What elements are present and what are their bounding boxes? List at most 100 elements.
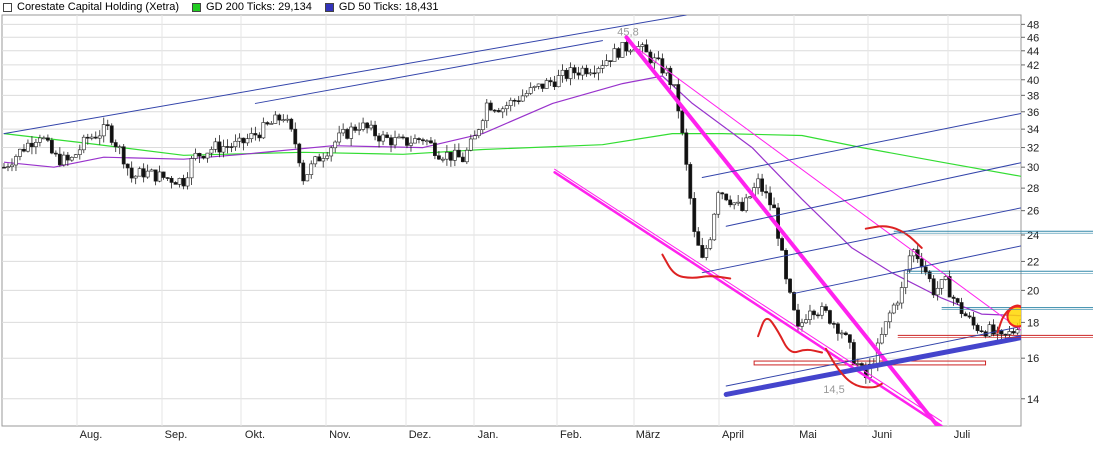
candle-body (365, 122, 369, 129)
candle-body (357, 129, 362, 131)
candle-body (2, 166, 6, 169)
legend-item-gd200: GD 200 Ticks: 29,134 (189, 1, 312, 13)
candle-body (189, 158, 194, 179)
candle-body (720, 192, 725, 195)
candle-body (804, 319, 808, 324)
trend-line (793, 245, 1021, 294)
candle-body (560, 69, 565, 76)
candle-body (508, 99, 513, 106)
candle-body (692, 198, 697, 232)
candle-body (257, 134, 262, 139)
candle-body (389, 137, 393, 146)
candle-body (409, 142, 413, 146)
candle-body (161, 171, 166, 178)
y-tick-label: 20 (1027, 285, 1039, 297)
x-tick-label: Mai (799, 429, 817, 441)
candle-body (69, 157, 74, 161)
candle-body (564, 69, 569, 79)
candle-body (285, 118, 290, 121)
annotation-arc (824, 347, 883, 389)
candle-body (153, 169, 158, 182)
candle-body (329, 147, 334, 157)
candle-body (141, 168, 146, 178)
candle-body (317, 156, 322, 162)
candle-body (512, 99, 517, 102)
annotation-arc (757, 317, 823, 354)
candle-body (353, 126, 358, 131)
y-tick-label: 30 (1027, 162, 1039, 174)
candle-body (197, 152, 202, 157)
candle-body (341, 129, 346, 134)
y-tick-label: 42 (1027, 60, 1039, 72)
candle-body (540, 83, 545, 89)
candle-body (520, 95, 525, 102)
candle-body (935, 287, 940, 296)
candle-body (289, 118, 294, 130)
candle-body (448, 151, 453, 161)
candle-body (269, 123, 274, 125)
candle-body (572, 67, 577, 74)
candle-body (472, 135, 477, 140)
candle-body (181, 178, 186, 187)
candle-body (620, 42, 625, 58)
x-tick-label: Okt. (245, 429, 265, 441)
candle-body (939, 279, 944, 289)
candle-body (768, 192, 772, 206)
candle-body (361, 122, 366, 130)
candle-body (891, 304, 896, 314)
candle-body (812, 310, 816, 316)
candle-body (221, 146, 226, 153)
candle-body (808, 310, 812, 320)
candle-body (213, 141, 218, 150)
candle-body (931, 278, 936, 296)
candle-body (45, 137, 50, 141)
plot-frame (1, 14, 1022, 427)
candle-body (277, 114, 282, 121)
candle-body (464, 149, 469, 163)
candle-body (337, 132, 342, 143)
candle-body (237, 137, 242, 142)
candle-body (500, 108, 505, 113)
candle-body (41, 137, 46, 140)
candle-body (724, 193, 729, 201)
candle-body (429, 140, 433, 144)
legend-swatch-gd200 (192, 2, 202, 12)
candle-body (385, 134, 389, 138)
candle-body (101, 124, 106, 137)
annotation-arcs (661, 225, 1021, 389)
candle-body (979, 330, 984, 333)
candle-body (548, 80, 553, 83)
candle-body (281, 119, 286, 121)
candle-body (145, 170, 150, 178)
candle-body (297, 143, 302, 164)
candle-body (273, 114, 278, 124)
candle-body (859, 363, 864, 366)
candle-body (544, 80, 549, 89)
x-tick-label: Feb. (560, 429, 582, 441)
candle-body (843, 332, 848, 335)
candle-body (780, 238, 784, 251)
candle-body (381, 134, 385, 142)
candle-body (919, 258, 924, 268)
candle-body (612, 48, 617, 62)
candle-body (496, 110, 501, 113)
candle-body (405, 137, 409, 146)
plot-area (2, 15, 1021, 426)
candle-body (704, 248, 709, 258)
y-tick-label: 38 (1027, 90, 1039, 102)
x-tick-label: März (636, 429, 660, 441)
candle-body (440, 158, 445, 161)
candle-body (640, 44, 645, 47)
candle-body (740, 201, 745, 211)
candle-body (688, 164, 693, 199)
candle-body (484, 102, 489, 122)
candle-body (61, 154, 66, 166)
chart-legend: Corestate Capital Holding (Xetra) GD 200… (0, 0, 448, 14)
candle-body (433, 142, 437, 156)
legend-item-gd50: GD 50 Ticks: 18,431 (322, 1, 438, 13)
candle-body (137, 168, 142, 177)
candle-body (1011, 331, 1016, 334)
annotation-arc (864, 225, 923, 249)
candle-body (492, 109, 497, 112)
candle-body (684, 132, 689, 165)
